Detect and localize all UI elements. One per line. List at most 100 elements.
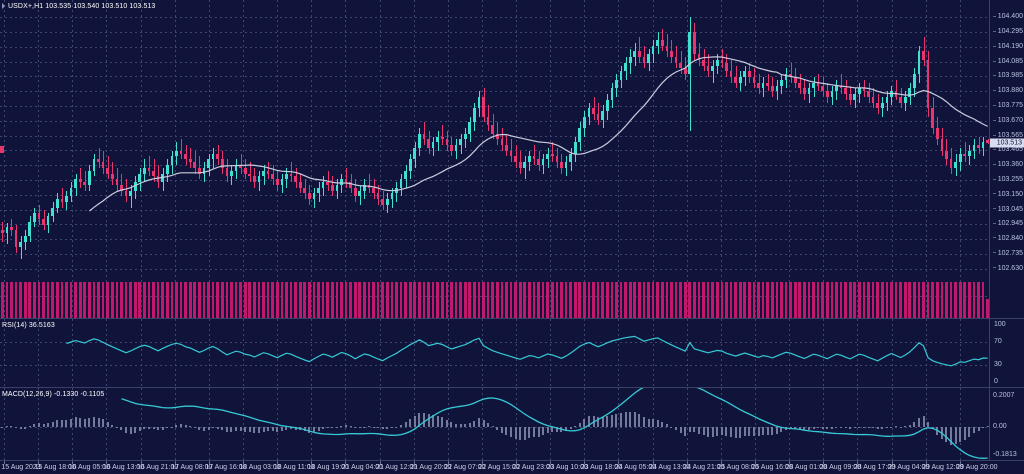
volume-bar [963,282,967,318]
candle-body [312,193,316,200]
candle-body [234,165,238,171]
macd-histogram-bar [762,426,765,436]
macd-panel[interactable]: 0.2007 0.00 -0.1813 [0,388,1024,461]
volume-bar [748,282,751,318]
candle-wick [424,122,425,146]
candle-body [615,79,618,89]
volume-bar [977,282,980,318]
candle-body [468,122,472,134]
rsi-panel[interactable]: 100 70 30 0 [0,319,1024,387]
macd-histogram-bar [147,426,150,429]
vertical-gridline [174,388,176,461]
vertical-gridline [857,319,859,387]
candle-body [784,74,788,80]
candle-body [532,156,536,160]
macd-histogram-bar [652,419,655,427]
volume-bar [74,282,77,318]
macd-histogram-bar [138,426,141,432]
macd-axis[interactable]: 0.2007 0.00 -0.1813 [989,388,1024,461]
candle-wick [250,162,251,183]
candle-wick [442,125,443,146]
macd-histogram-bar [693,426,696,433]
candle-body [143,167,146,174]
volume-bar [757,282,760,318]
volume-bar [253,282,256,318]
candle-body [605,99,609,112]
macd-histogram-bar [500,426,503,433]
vertical-gridline [550,388,552,461]
macd-histogram-bar [661,421,664,427]
time-axis[interactable]: 15 Aug 2023 15 Aug 18:00 16 Aug 05:00 16 Au… [0,460,1024,474]
volume-bar [321,282,325,318]
vertical-gridline [823,388,825,461]
macd-histogram-bar [821,426,824,429]
volume-bar [729,282,733,318]
price-axis[interactable]: 104.400 104.295 104.190 104.085 103.985 103.8… [989,0,1024,318]
rsi-plot-area[interactable] [0,319,990,387]
volume-bar [55,282,59,318]
candle-body [440,136,444,140]
candle-body [940,139,944,151]
macd-histogram-bar [125,426,128,433]
macd-histogram-bar [959,426,962,442]
candle-body [88,170,91,185]
volume-bar [65,282,68,318]
main-price-panel[interactable]: 104.400 104.295 104.190 104.085 103.985 103.8… [0,0,1024,318]
macd-histogram-bar [913,422,916,427]
candle-body [871,96,875,103]
volume-bar [830,282,834,318]
candle-body [775,85,779,92]
candle-body [175,150,178,157]
candle-body [317,187,320,194]
candle-body [885,96,889,103]
horizontal-gridline [0,91,990,93]
macd-histogram-bar [514,426,517,439]
candle-body [413,147,417,160]
candle-body [51,207,54,217]
price-plot-area[interactable] [0,0,990,318]
candle-wick [241,153,242,174]
collapse-arrow-icon[interactable] [2,3,5,10]
time-tick [755,461,757,464]
macd-histogram-bar [207,426,210,430]
macd-histogram-bar [42,423,45,427]
rsi-axis[interactable]: 100 70 30 0 [989,319,1024,387]
volume-bar [697,282,701,318]
candle-wick [667,34,668,58]
volume-bar [5,282,9,318]
candle-body [202,167,206,174]
candle-body [899,96,902,103]
macd-histogram-bar [450,422,453,427]
volume-bar [628,282,632,318]
volume-bar [436,282,439,318]
candle-wick [552,142,553,163]
candle-wick [594,96,595,120]
candle-body [642,57,646,63]
volume-bar [454,282,458,318]
macd-histogram-bar [734,426,737,439]
candle-body [330,184,334,191]
macd-histogram-bar [794,426,797,429]
candle-body [225,167,229,177]
candle-body [619,71,623,80]
macd-histogram-bar [102,419,105,427]
macd-histogram-bar [601,416,604,427]
macd-histogram-bar [331,426,334,429]
volume-bar [23,282,27,318]
macd-plot-area[interactable] [0,388,990,461]
volume-bar [10,282,13,318]
macd-histogram-bar [257,426,260,433]
macd-histogram-bar [459,424,462,427]
candle-body [289,173,293,177]
macd-histogram-bar [656,419,659,427]
candle-wick [791,62,792,83]
volume-bar [518,282,522,318]
candle-wick [520,150,521,174]
horizontal-gridline [0,76,990,78]
candle-body [358,190,362,197]
volume-bar [523,282,527,318]
volume-bar [372,282,375,318]
macd-histogram-bar [647,418,650,427]
volume-bar [867,282,870,318]
macd-histogram-bar [390,426,393,429]
